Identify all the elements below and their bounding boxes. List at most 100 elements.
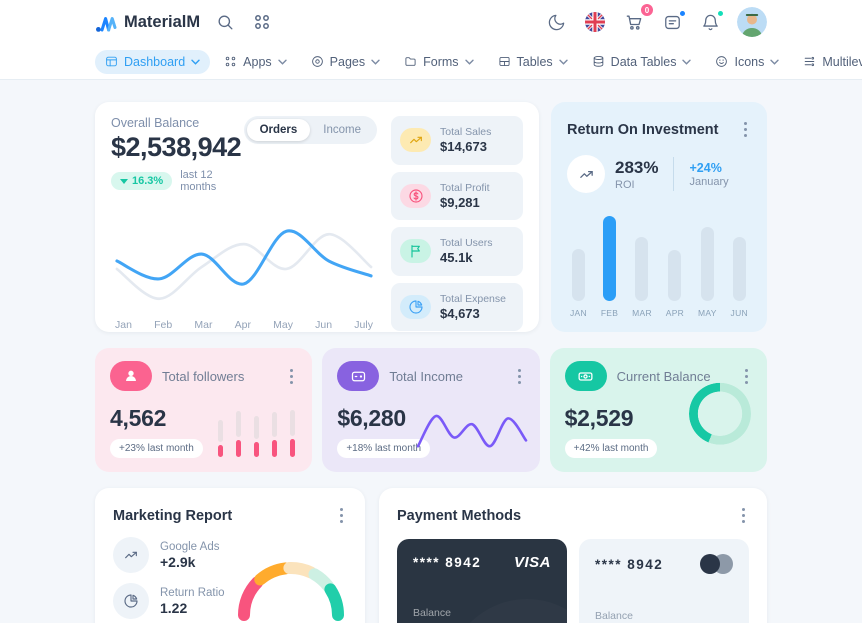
user-avatar[interactable]	[737, 7, 767, 37]
notifications-bell-icon[interactable]	[699, 9, 724, 34]
nav-item-pages[interactable]: Pages	[301, 50, 390, 74]
dashboard-icon	[105, 55, 118, 68]
income-wallet-icon	[337, 361, 380, 391]
nav-item-multilevel[interactable]: Multilevel	[793, 50, 862, 74]
nav-item-dashboard[interactable]: Dashboard	[95, 49, 211, 74]
mastercard-logo[interactable]	[700, 554, 733, 574]
card-number: **** 8942	[595, 556, 664, 572]
globe-icon	[311, 55, 324, 68]
nav-item-label: Data Tables	[610, 54, 677, 69]
balance-donut-chart	[688, 382, 751, 445]
roi-bar-may: MAY	[698, 209, 717, 318]
gauge-value: 275	[225, 621, 357, 623]
follower-bar	[218, 420, 224, 457]
nav-item-forms[interactable]: Forms	[394, 50, 483, 74]
nav-item-label: Pages	[329, 54, 366, 69]
pie-icon	[113, 583, 149, 619]
search-icon[interactable]	[214, 11, 237, 34]
smiley-icon	[715, 55, 728, 68]
app-header: MaterialM	[0, 0, 862, 44]
messages-icon[interactable]	[661, 9, 686, 34]
stat-tile-total-expense: Total Expense $4,673	[391, 282, 523, 331]
dashboard-content: Overall Balance $2,538,942 16.3% last 12…	[95, 80, 767, 623]
cart-badge: 0	[640, 3, 654, 17]
follower-bar	[236, 411, 242, 457]
roi-bar-label: APR	[665, 308, 685, 318]
caret-down-icon	[120, 178, 128, 184]
nav-item-tables[interactable]: Tables	[488, 50, 578, 74]
marketing-report-card: Marketing Report Google Ads +2.9k Return R…	[95, 488, 365, 623]
stat-tile-value: $4,673	[440, 305, 480, 321]
marketing-title: Marketing Report	[113, 507, 233, 524]
roi-value: 283%	[615, 157, 659, 177]
chevron-down-icon	[191, 59, 200, 65]
divider	[673, 157, 675, 191]
nav-item-label: Apps	[243, 54, 272, 69]
balance-badge: +42% last month	[564, 439, 658, 458]
roi-title: Return On Investment	[567, 121, 719, 138]
followers-user-icon	[110, 361, 152, 391]
stat-tile-label: Total Expense	[440, 292, 506, 305]
month-label: Feb	[154, 319, 173, 331]
followers-more-options-icon[interactable]	[286, 365, 297, 388]
credit-card-visa[interactable]: **** 8942 VISA Balance $26,561.50	[397, 539, 567, 623]
toggle-income[interactable]: Income	[310, 119, 374, 141]
overall-balance-label: Overall Balance	[111, 116, 200, 130]
stat-tile-total-users: Total Users 45.1k	[391, 227, 523, 276]
roi-bar-label: FEB	[600, 308, 619, 318]
followers-value: 4,562	[110, 405, 167, 431]
followers-badge: +23% last month	[110, 439, 203, 458]
roi-bar-feb: FEB	[601, 209, 618, 318]
period-label: last 12 months	[180, 169, 217, 193]
payments-more-options-icon[interactable]	[738, 504, 749, 527]
nav-item-label: Icons	[734, 54, 765, 69]
roi-delta-label: January	[689, 175, 729, 188]
stat-tile-label: Total Sales	[440, 126, 492, 139]
stat-tile-value: $9,281	[440, 194, 480, 210]
toggle-orders[interactable]: Orders	[246, 119, 311, 141]
database-icon	[592, 55, 605, 68]
flag-icon	[400, 239, 431, 264]
marketing-item-value: 1.22	[160, 599, 188, 616]
stat-tile-total-sales: Total Sales $14,673	[391, 116, 523, 165]
nav-item-apps[interactable]: Apps	[214, 50, 297, 74]
month-label: May	[273, 319, 293, 331]
marketing-more-options-icon[interactable]	[336, 504, 347, 527]
total-income-card: Total Income $6,280 +18% last month	[322, 348, 540, 472]
stat-tile-value: $14,673	[440, 139, 487, 155]
cart-icon[interactable]: 0	[622, 3, 654, 34]
notifications-dot	[717, 9, 724, 17]
nav-item-icons[interactable]: Icons	[705, 50, 789, 74]
credit-card-mastercard[interactable]: **** 8942 Balance $26,561.50	[579, 539, 749, 623]
income-title: Total Income	[389, 368, 464, 384]
balance-label: Balance	[413, 607, 451, 619]
language-flag-icon[interactable]	[583, 10, 607, 34]
nav-item-data-tables[interactable]: Data Tables	[582, 50, 702, 74]
income-more-options-icon[interactable]	[514, 365, 525, 388]
brand-logo-icon	[95, 11, 117, 33]
trend-up-icon	[400, 128, 431, 153]
brand-name: MaterialM	[124, 12, 201, 31]
month-label: Jan	[115, 319, 132, 331]
roi-bar-label: JUN	[730, 308, 748, 318]
dark-mode-moon-icon[interactable]	[545, 11, 568, 34]
roi-more-options-icon[interactable]	[740, 118, 751, 141]
followers-mini-bar-chart	[218, 410, 296, 457]
main-navbar: Dashboard Apps Pages Forms Tables Data Tables…	[0, 44, 862, 80]
roi-bar-label: JAN	[570, 308, 587, 318]
apps-grid-icon[interactable]	[251, 11, 273, 33]
grid-dots-icon	[224, 55, 237, 68]
roi-delta: +24%	[689, 160, 722, 175]
nav-item-label: Tables	[516, 54, 553, 69]
brand[interactable]: MaterialM	[95, 11, 200, 33]
month-label: Apr	[234, 319, 251, 331]
income-value: $6,280	[337, 405, 406, 431]
balance-more-options-icon[interactable]	[741, 365, 752, 388]
nav-item-label: Forms	[423, 54, 459, 69]
stat-tile-value: 45.1k	[440, 250, 473, 266]
follower-bar	[254, 416, 260, 457]
roi-bar-mar: MAR	[632, 209, 652, 318]
income-badge: +18% last month	[337, 439, 431, 458]
delta-badge: 16.3%	[111, 172, 173, 190]
roi-bar-label: MAY	[697, 308, 717, 318]
